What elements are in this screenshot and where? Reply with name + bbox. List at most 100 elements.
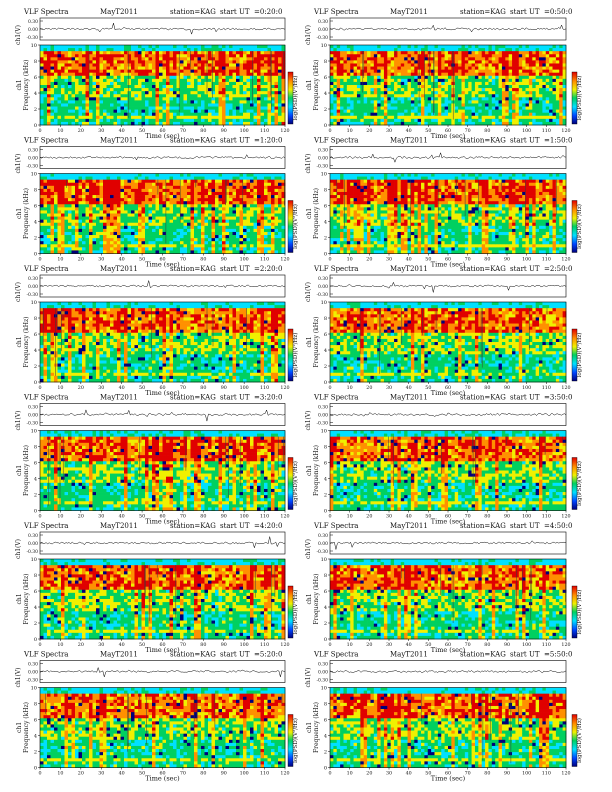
- panel-start-time: =4:20:0: [254, 522, 282, 530]
- time-tick-label: 90: [221, 771, 227, 777]
- time-tick-label: 10: [57, 642, 63, 648]
- frequency-tick-label: 0: [324, 508, 327, 514]
- time-tick-label: 100: [240, 385, 249, 391]
- frequency-axis-label-main: ch1: [16, 79, 23, 90]
- frequency-tick-label: 4: [34, 733, 37, 739]
- spectrogram-panel-3: VLF Spectra MayT2011 station=KAG start UT =1…: [15, 137, 299, 269]
- time-tick-label: 20: [366, 642, 372, 648]
- panel-start-label: start UT: [510, 137, 540, 145]
- time-tick-label: 90: [221, 642, 227, 648]
- time-tick-label: 10: [57, 385, 63, 391]
- time-tick-label: 80: [200, 771, 206, 777]
- panel-label: VLF Spectra: [313, 137, 358, 145]
- time-tick-label: 0: [328, 514, 331, 520]
- time-tick-label: 0: [38, 385, 41, 391]
- waveform-tick-label: -0.30: [316, 292, 328, 298]
- time-tick-label: 70: [465, 771, 471, 777]
- colorbar-label: log(PSD)(V²/Hz): [576, 333, 583, 378]
- spectrogram-heatmap: [40, 174, 285, 254]
- time-axis-label: Time (sec): [145, 775, 180, 783]
- frequency-tick-label: 0: [324, 765, 327, 771]
- panel-start-time: =0:20:0: [254, 8, 282, 16]
- time-tick-label: 20: [78, 771, 84, 777]
- waveform-tick-label: -0.30: [26, 677, 38, 683]
- frequency-axis-label-main: ch1: [16, 722, 23, 733]
- colorbar-label: log(PSD)(V²/Hz): [292, 718, 299, 763]
- waveform-tick-label: 0.00: [28, 412, 38, 418]
- frequency-tick-label: 8: [324, 187, 327, 193]
- frequency-tick-label: 2: [34, 364, 37, 370]
- time-tick-label: 110: [260, 642, 269, 648]
- time-tick-label: 90: [504, 385, 510, 391]
- time-tick-label: 100: [240, 128, 249, 134]
- time-tick-label: 70: [465, 128, 471, 134]
- waveform-ylabel: ch1(V): [305, 539, 312, 559]
- time-tick-label: 30: [98, 642, 104, 648]
- time-tick-label: 0: [328, 642, 331, 648]
- frequency-tick-label: 0: [34, 380, 37, 386]
- time-tick-label: 110: [542, 771, 551, 777]
- frequency-tick-label: 8: [324, 316, 327, 322]
- frequency-tick-label: 10: [321, 557, 327, 563]
- time-tick-label: 80: [200, 642, 206, 648]
- time-tick-label: 0: [38, 257, 41, 263]
- time-tick-label: 20: [78, 514, 84, 520]
- waveform-ylabel: ch1(V): [15, 282, 22, 302]
- time-tick-label: 50: [139, 128, 145, 134]
- time-tick-label: 20: [366, 385, 372, 391]
- frequency-axis-label: Frequency (kHz): [313, 702, 320, 753]
- waveform-ylabel: ch1(V): [305, 667, 312, 687]
- frequency-tick-label: 10: [321, 685, 327, 691]
- time-tick-label: 40: [406, 642, 412, 648]
- panel-date: MayT2011: [390, 394, 428, 402]
- time-tick-label: 10: [57, 257, 63, 263]
- frequency-axis-label-main: ch1: [306, 465, 313, 476]
- time-tick-label: 100: [522, 514, 531, 520]
- waveform-tick-label: 0.00: [318, 541, 328, 547]
- frequency-tick-label: 10: [31, 43, 37, 49]
- frequency-tick-label: 4: [324, 91, 327, 97]
- time-tick-label: 90: [221, 128, 227, 134]
- frequency-tick-label: 6: [324, 589, 327, 595]
- time-tick-label: 100: [522, 771, 531, 777]
- frequency-tick-label: 10: [321, 43, 327, 49]
- time-tick-label: 50: [139, 385, 145, 391]
- time-tick-label: 10: [57, 771, 63, 777]
- frequency-axis-label: Frequency (kHz): [313, 188, 320, 239]
- frequency-tick-label: 4: [324, 733, 327, 739]
- panel-start-time: =5:50:0: [544, 651, 572, 659]
- frequency-tick-label: 2: [34, 235, 37, 241]
- waveform-tick-label: 0.30: [318, 147, 328, 153]
- time-tick-label: 100: [522, 642, 531, 648]
- time-tick-label: 90: [504, 514, 510, 520]
- time-tick-label: 90: [504, 128, 510, 134]
- time-tick-label: 30: [386, 514, 392, 520]
- waveform-tick-label: -0.30: [26, 35, 38, 41]
- frequency-tick-label: 6: [34, 332, 37, 338]
- waveform-tick-label: -0.30: [316, 163, 328, 169]
- panel-start-time: =1:50:0: [544, 137, 572, 145]
- panel-station: station=KAG: [460, 394, 506, 402]
- frequency-tick-label: 10: [321, 171, 327, 177]
- frequency-tick-label: 10: [321, 300, 327, 306]
- time-tick-label: 70: [180, 514, 186, 520]
- panel-start-label: start UT: [220, 8, 250, 16]
- frequency-tick-label: 6: [324, 460, 327, 466]
- frequency-axis-label: Frequency (kHz): [23, 188, 30, 239]
- time-tick-label: 110: [542, 128, 551, 134]
- time-tick-label: 80: [484, 128, 490, 134]
- panel-date: MayT2011: [390, 8, 428, 16]
- time-tick-label: 0: [328, 385, 331, 391]
- spectrogram-panel-9: VLF Spectra MayT2011 station=KAG start UT =4…: [15, 522, 299, 654]
- time-tick-label: 20: [366, 514, 372, 520]
- frequency-tick-label: 2: [324, 621, 327, 627]
- waveform-tick-label: 0.00: [28, 284, 38, 290]
- panel-station: station=KAG: [170, 265, 216, 273]
- spectrogram-panel-8: VLF Spectra MayT2011 station=KAG start UT =3…: [305, 394, 583, 526]
- time-tick-label: 70: [180, 385, 186, 391]
- spectrogram-panel-12: VLF Spectra MayT2011 station=KAG start UT =5…: [305, 651, 583, 783]
- time-tick-label: 120: [280, 385, 289, 391]
- waveform-ylabel: ch1(V): [15, 410, 22, 430]
- time-tick-label: 30: [98, 385, 104, 391]
- time-tick-label: 20: [366, 128, 372, 134]
